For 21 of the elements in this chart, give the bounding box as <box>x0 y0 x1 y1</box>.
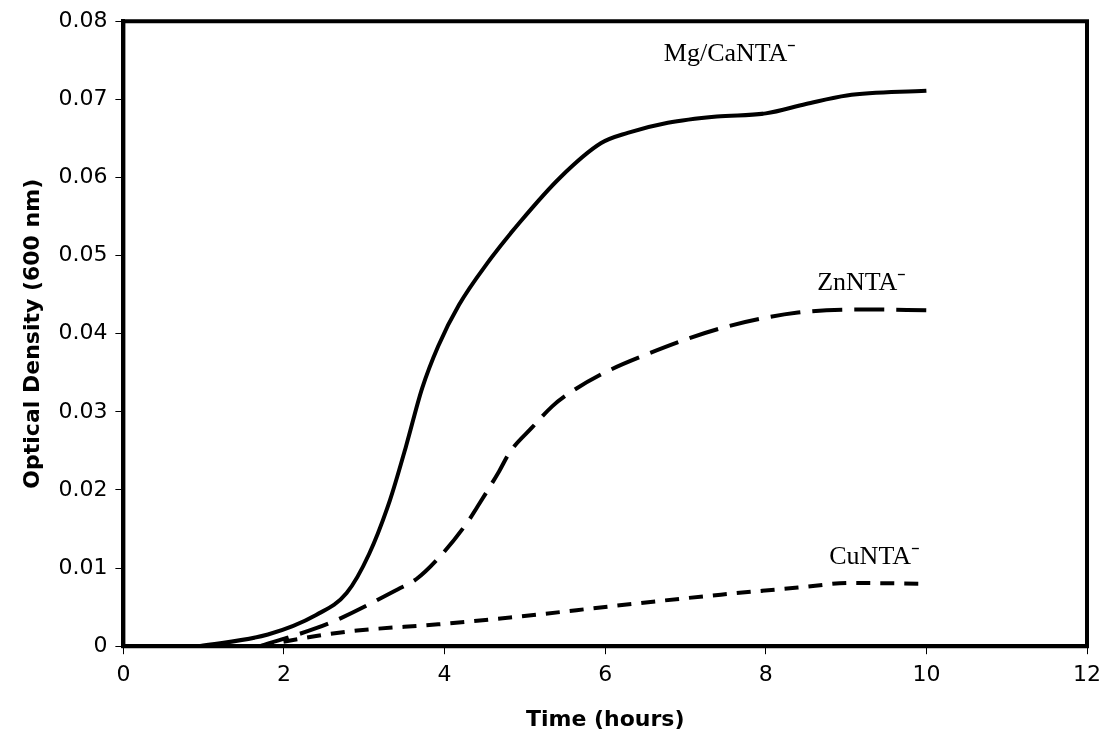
series-label: ZnNTA⁻ <box>817 267 907 297</box>
y-tick-label: 0 <box>93 631 108 657</box>
x-tick-label: 6 <box>598 661 613 687</box>
x-tick-label: 8 <box>758 661 773 687</box>
x-tick-label: 4 <box>437 661 452 687</box>
y-tick-label: 0.07 <box>58 85 108 111</box>
x-tick-label: 12 <box>1073 661 1101 687</box>
y-tick-label: 0.06 <box>58 163 108 189</box>
y-tick-label: 0.05 <box>58 241 108 267</box>
y-tick-label: 0.08 <box>58 6 108 32</box>
y-tick-label: 0.03 <box>58 397 108 423</box>
series-label: Mg/CaNTA⁻ <box>663 37 797 67</box>
y-tick-label: 0.01 <box>58 553 108 579</box>
x-tick-label: 10 <box>912 661 941 687</box>
x-tick-label: 2 <box>276 661 291 687</box>
x-tick-label: 0 <box>116 661 131 687</box>
y-axis-title: Optical Density (600 nm) <box>18 178 44 489</box>
series-label: CuNTA⁻ <box>829 540 920 570</box>
y-tick-label: 0.02 <box>58 475 108 501</box>
x-axis-title: Time (hours) <box>525 705 685 731</box>
y-tick-label: 0.04 <box>58 319 108 345</box>
